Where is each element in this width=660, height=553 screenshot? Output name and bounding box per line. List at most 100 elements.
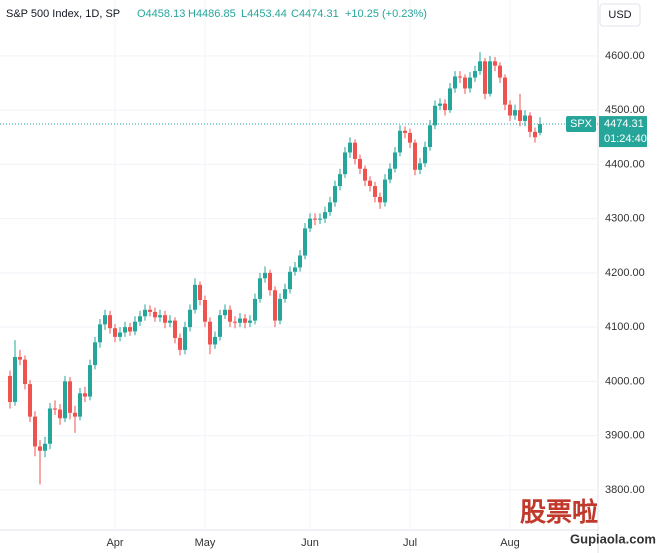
candle-body	[363, 168, 367, 181]
ohlc-low: L4453.44	[241, 8, 287, 20]
currency-label[interactable]: USD	[608, 9, 631, 21]
candle-body	[328, 202, 332, 213]
candle-body	[228, 309, 232, 322]
candle-body	[418, 163, 422, 170]
candle-body	[493, 61, 497, 66]
candles	[8, 52, 542, 485]
candle-body	[513, 110, 517, 116]
candle-body	[18, 356, 22, 360]
candle-body	[518, 110, 522, 121]
candle-body	[273, 290, 277, 321]
candle-body	[258, 278, 262, 299]
candle-body	[248, 320, 252, 323]
candle-body	[348, 142, 352, 153]
candle-body	[423, 147, 427, 164]
candle-body	[233, 321, 237, 323]
candle-body	[113, 328, 117, 337]
candle-body	[43, 443, 47, 451]
candle-body	[338, 174, 342, 187]
candle-body	[68, 381, 72, 413]
candle-body	[288, 271, 292, 290]
candle-body	[393, 152, 397, 169]
candle-body	[478, 61, 482, 72]
candle-body	[333, 186, 337, 203]
candle-body	[383, 179, 387, 203]
candle-body	[398, 130, 402, 153]
y-tick-label: 4200.00	[605, 267, 645, 279]
candle-body	[458, 76, 462, 78]
candle-body	[378, 196, 382, 203]
candle-body	[443, 103, 447, 111]
price-badge	[599, 116, 647, 148]
symbol-badge-label: SPX	[570, 118, 593, 130]
candle-body	[58, 409, 62, 419]
candle-body	[503, 77, 507, 105]
candle-body	[8, 375, 12, 402]
candle-body	[353, 142, 357, 159]
x-tick-label: Jul	[403, 537, 417, 549]
candle-body	[123, 327, 127, 333]
x-tick-label: Aug	[500, 537, 520, 549]
candle-body	[133, 321, 137, 332]
candle-body	[218, 315, 222, 337]
candle-body	[63, 381, 67, 419]
y-tick-label: 4100.00	[605, 321, 645, 333]
candle-body	[408, 132, 412, 143]
x-tick-label: Apr	[106, 537, 123, 549]
candle-body	[498, 65, 502, 78]
candle-body	[33, 416, 37, 447]
candle-body	[468, 77, 472, 89]
ohlc-high: H4486.85	[188, 8, 236, 20]
currency-button[interactable]	[599, 3, 641, 27]
symbol-badge	[566, 116, 596, 133]
watermark-url: Gupiaola.com	[570, 531, 656, 546]
candle-body	[103, 315, 107, 325]
candle-body	[373, 186, 377, 197]
candle-body	[318, 218, 322, 220]
candle-body	[488, 61, 492, 94]
candle-body	[223, 309, 227, 316]
y-tick-label: 3800.00	[605, 484, 645, 496]
candle-body	[533, 131, 537, 138]
candle-body	[343, 152, 347, 175]
candle-body	[73, 412, 77, 417]
candle-body	[523, 115, 527, 121]
candle-body	[243, 318, 247, 323]
candle-body	[178, 337, 182, 350]
candle-body	[118, 332, 122, 337]
candle-body	[403, 130, 407, 133]
candle-body	[528, 115, 532, 132]
candle-body	[23, 359, 27, 385]
candle-body	[508, 104, 512, 116]
candle-body	[283, 289, 287, 299]
candle-body	[433, 105, 437, 126]
candle-body	[413, 142, 417, 170]
candle-body	[238, 318, 242, 323]
candle-body	[438, 103, 442, 106]
price-badge-value: 4474.31	[604, 118, 644, 130]
x-tick-label: May	[195, 537, 216, 549]
candle-body	[538, 124, 542, 133]
candle-body	[323, 212, 327, 219]
candle-body	[13, 356, 17, 402]
candle-body	[203, 299, 207, 322]
candle-body	[198, 284, 202, 300]
candle-body	[453, 76, 457, 89]
candle-body	[98, 324, 102, 343]
candle-body	[28, 384, 32, 417]
y-tick-label: 4400.00	[605, 158, 645, 170]
candle-body	[173, 320, 177, 338]
price-badge-countdown: 01:24:40	[604, 133, 647, 145]
candle-body	[158, 315, 162, 318]
candle-body	[303, 228, 307, 256]
candle-body	[188, 309, 192, 328]
candle-body	[278, 298, 282, 321]
candle-body	[93, 342, 97, 366]
candle-body	[293, 267, 297, 272]
ohlc-open: O4458.13	[137, 8, 185, 20]
candle-body	[38, 446, 42, 451]
candle-body	[78, 393, 82, 417]
watermark: 股票啦	[520, 497, 598, 527]
ohlc-close: C4474.31	[291, 8, 339, 20]
